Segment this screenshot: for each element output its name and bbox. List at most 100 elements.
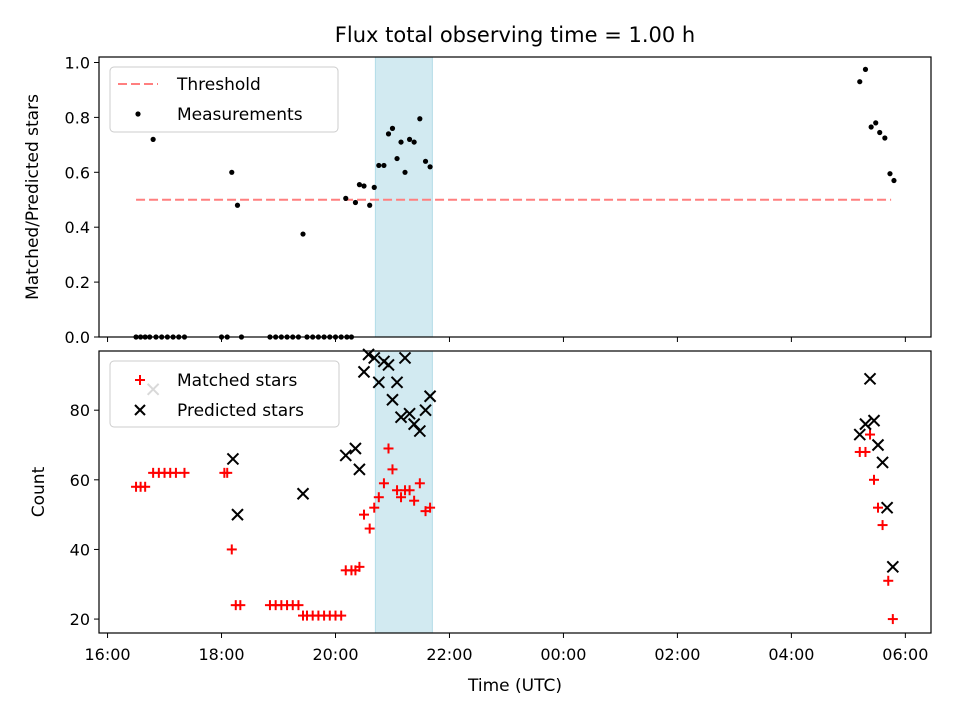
- measurement-point: [352, 199, 359, 206]
- measurement-point: [402, 169, 408, 175]
- y-tick-label: 0.0: [65, 328, 90, 347]
- predicted-point: [398, 351, 412, 365]
- measurement-point: [406, 136, 413, 142]
- measurement-point: [300, 231, 306, 237]
- measurement-point: [882, 135, 888, 141]
- matched-point: [887, 614, 898, 625]
- measurement-point: [873, 120, 879, 126]
- predicted-point: [372, 376, 386, 389]
- matched-point: [170, 467, 181, 478]
- matched-point: [222, 467, 233, 478]
- highlight-span-bottom: [374, 350, 433, 634]
- matched-point: [387, 464, 398, 475]
- y-tick-label: 0.2: [65, 273, 90, 292]
- predicted-point: [382, 358, 395, 372]
- matched-point: [860, 446, 871, 457]
- matched-point: [378, 478, 389, 489]
- y-tick-label: 0.4: [65, 218, 90, 237]
- matched-point: [877, 520, 888, 531]
- legend-label: Matched stars: [177, 371, 297, 391]
- y-tick-label: 0.6: [65, 163, 90, 182]
- measurement-point: [422, 158, 429, 164]
- predicted-point: [867, 414, 881, 427]
- measurement-point: [862, 66, 869, 72]
- measurement-point: [371, 184, 377, 190]
- legend-predicted-swatch: [134, 404, 146, 416]
- matched-point: [409, 495, 420, 506]
- legend-label: Threshold: [176, 75, 261, 95]
- predicted-point: [853, 428, 866, 441]
- matched-point: [373, 492, 384, 503]
- measurement-point: [381, 162, 387, 169]
- measurement-point: [427, 164, 433, 170]
- top-legend: Threshold Measurements: [109, 66, 339, 133]
- matched-point: [404, 485, 415, 496]
- measurement-point: [234, 202, 241, 208]
- predicted-point: [394, 410, 408, 424]
- measurement-point: [891, 177, 897, 184]
- matched-point: [354, 561, 365, 572]
- highlight-span-rect: [374, 350, 433, 634]
- predicted-point: [863, 372, 877, 386]
- matched-point: [293, 600, 304, 611]
- legend-matched-swatch: [135, 375, 145, 385]
- y-tick-label: 1.0: [65, 53, 90, 72]
- top-y-axis-label: Matched/Predicted stars: [23, 94, 43, 300]
- predicted-point: [368, 351, 381, 365]
- y-tick-label: 20: [70, 610, 90, 629]
- measurement-point: [150, 136, 156, 142]
- measurement-point: [857, 79, 863, 85]
- measurement-point: [389, 125, 396, 131]
- predicted-point: [419, 403, 432, 417]
- bottom-y-axis: 20 40 60 80: [70, 401, 99, 629]
- chart-title: Flux total observing time = 1.00 h: [335, 23, 695, 47]
- predicted-point: [231, 508, 244, 521]
- measurement-point: [376, 162, 382, 169]
- bottom-plot-frame: [98, 350, 932, 634]
- top-plot-frame: [98, 56, 932, 338]
- x-tick-label: 06:00: [882, 645, 928, 664]
- x-tick-label: 02:00: [654, 645, 700, 664]
- top-y-axis: 0.0 0.2 0.4 0.6 0.8 1.0: [65, 53, 99, 347]
- predicted-point: [413, 424, 427, 438]
- measurement-point: [343, 195, 349, 201]
- x-tick-label: 00:00: [540, 645, 586, 664]
- x-tick-label: 16:00: [84, 645, 130, 664]
- y-tick-label: 60: [70, 471, 90, 490]
- matched-point: [364, 523, 375, 534]
- y-tick-label: 80: [70, 401, 90, 420]
- measurement-point: [887, 171, 893, 177]
- matched-point: [226, 544, 237, 555]
- predicted-point: [886, 560, 900, 574]
- matched-point: [396, 492, 407, 503]
- matched-point: [235, 600, 246, 611]
- x-tick-label: 20:00: [312, 645, 358, 664]
- predicted-point: [423, 390, 437, 403]
- predicted-point: [880, 501, 894, 514]
- legend-box: [109, 360, 340, 428]
- matched-point: [179, 467, 190, 478]
- top-x-ticks: [107, 337, 906, 342]
- measurement-point: [417, 116, 423, 122]
- bottom-y-axis-label: Count: [29, 466, 49, 517]
- measurement-point: [361, 183, 367, 189]
- matched-point: [414, 478, 425, 489]
- predicted-point: [876, 456, 889, 469]
- predicted-point: [386, 393, 399, 406]
- x-tick-label: 22:00: [426, 645, 472, 664]
- matched-point: [425, 502, 436, 513]
- measurement-point: [356, 182, 363, 188]
- top-panel: 0.0 0.2 0.4 0.6 0.8 1.0 Matched/Predicted sta…: [23, 53, 932, 347]
- matched-point: [336, 610, 347, 621]
- matched-point: [873, 502, 884, 513]
- bottom-legend: Matched stars Predicted stars: [109, 360, 340, 428]
- matched-point: [369, 502, 380, 513]
- predicted-point: [357, 365, 371, 379]
- measurement-point: [394, 155, 400, 162]
- matched-point: [358, 509, 369, 520]
- predicted-point: [871, 438, 885, 452]
- bottom-panel: 20 40 60 80 16:00 18:00 20:00 22:00 00:00 02:00 0…: [29, 348, 932, 696]
- predicted-point: [226, 452, 240, 466]
- matched-stars-series: [131, 429, 898, 625]
